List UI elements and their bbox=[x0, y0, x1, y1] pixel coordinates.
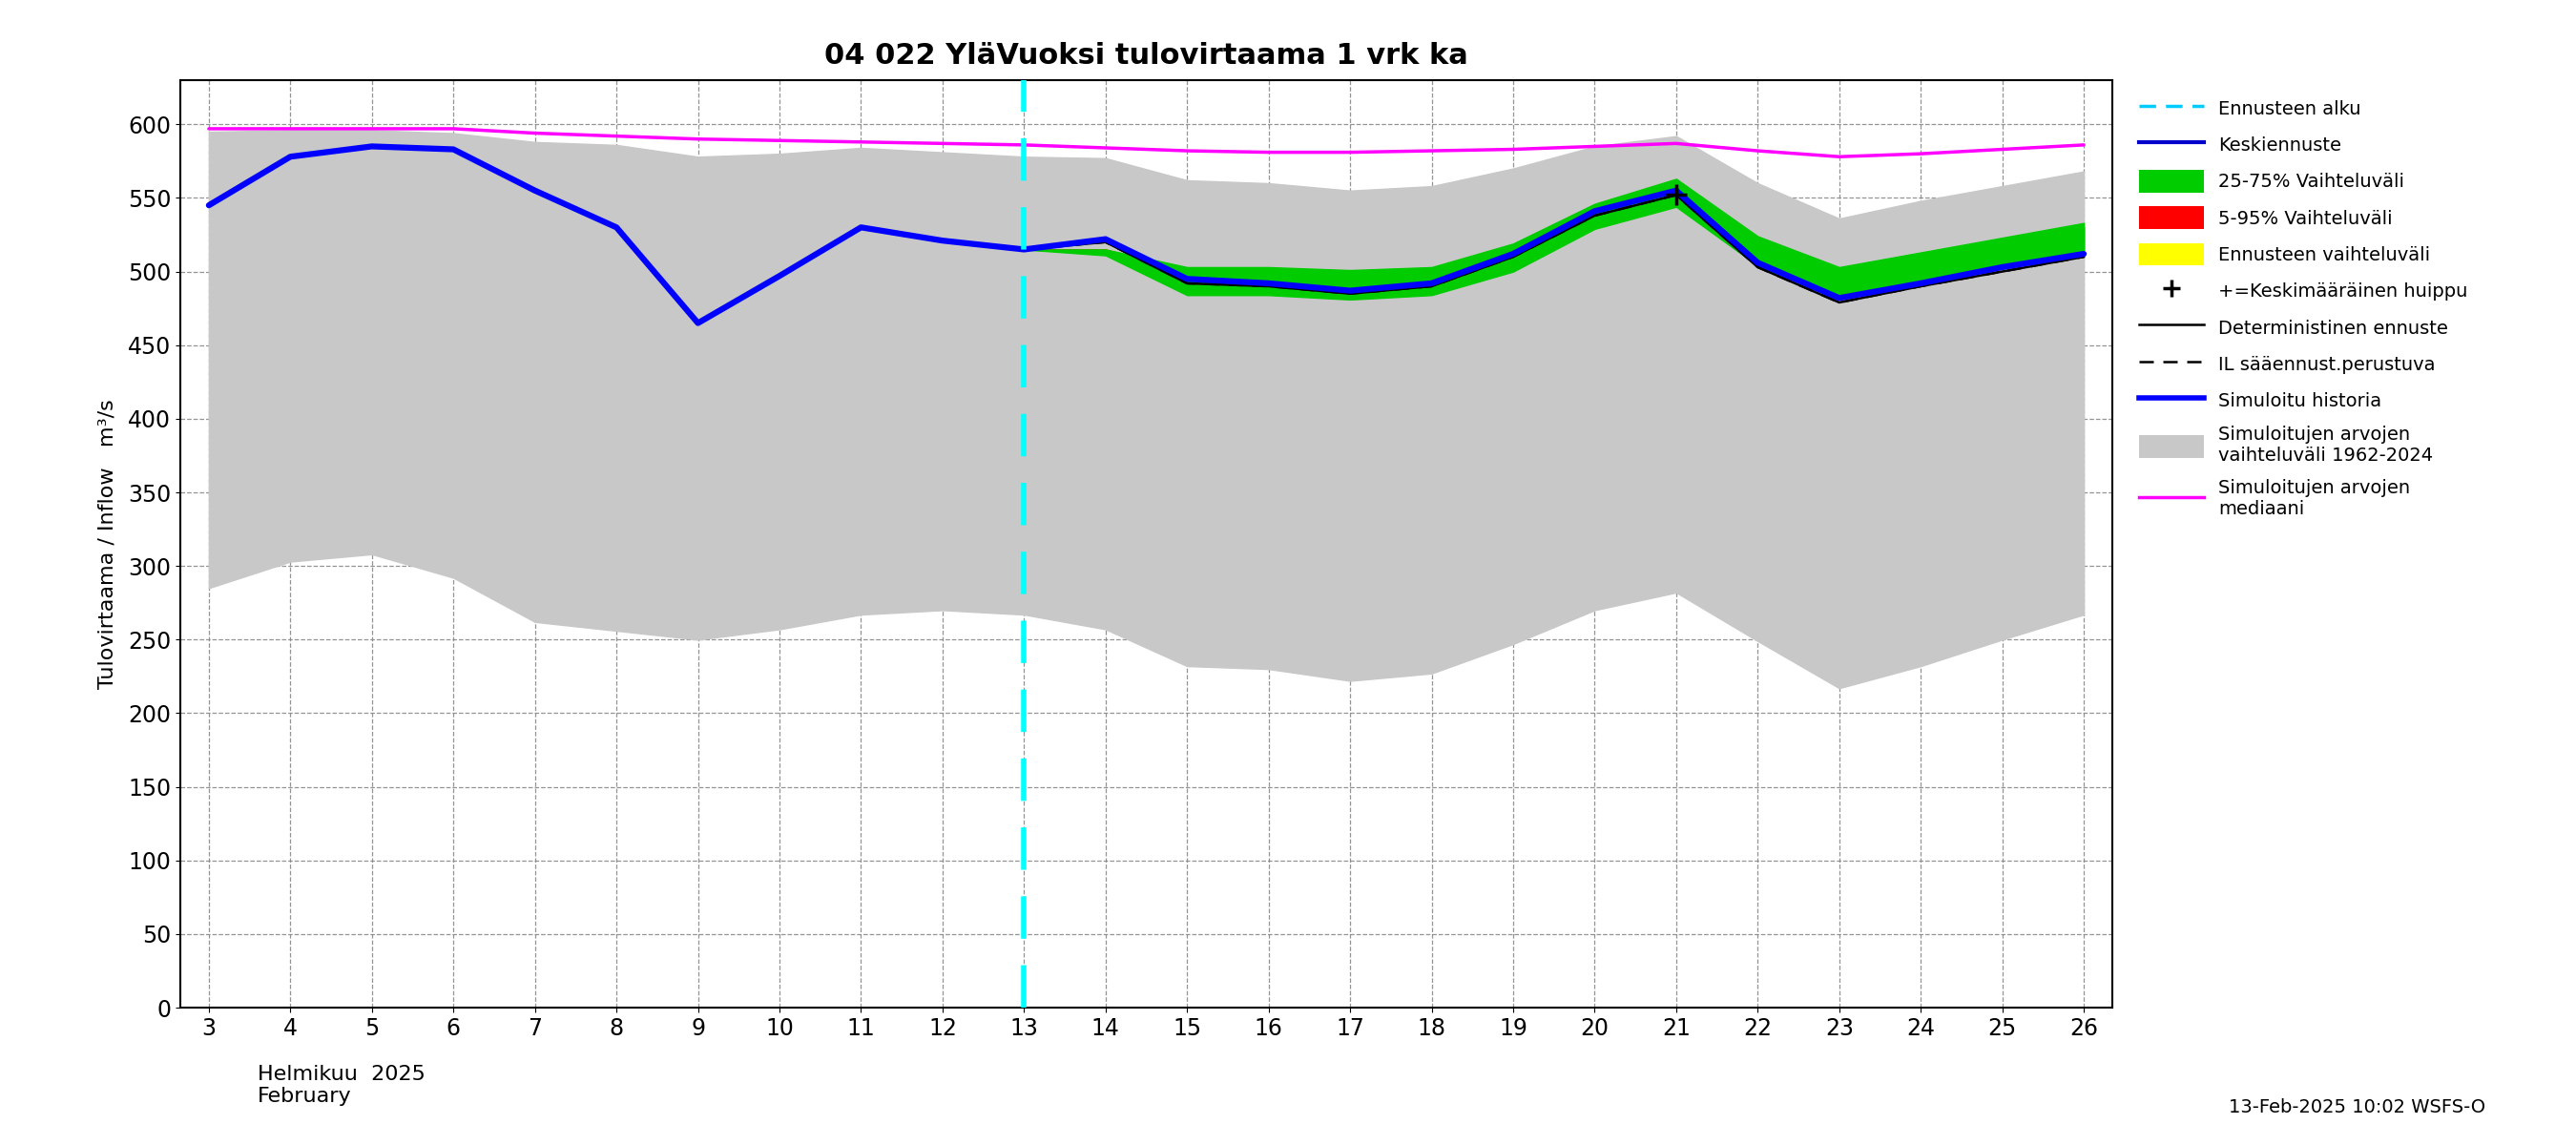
Text: Helmikuu  2025
February: Helmikuu 2025 February bbox=[258, 1065, 425, 1106]
Text: 13-Feb-2025 10:02 WSFS-O: 13-Feb-2025 10:02 WSFS-O bbox=[2228, 1098, 2486, 1116]
Legend: Ennusteen alku, Keskiennuste, 25-75% Vaihteluväli, 5-95% Vaihteluväli, Ennusteen: Ennusteen alku, Keskiennuste, 25-75% Vai… bbox=[2130, 89, 2476, 526]
Y-axis label: Tulovirtaama / Inflow   m³/s: Tulovirtaama / Inflow m³/s bbox=[98, 398, 116, 689]
Title: 04 022 YläVuoksi tulovirtaama 1 vrk ka: 04 022 YläVuoksi tulovirtaama 1 vrk ka bbox=[824, 42, 1468, 70]
